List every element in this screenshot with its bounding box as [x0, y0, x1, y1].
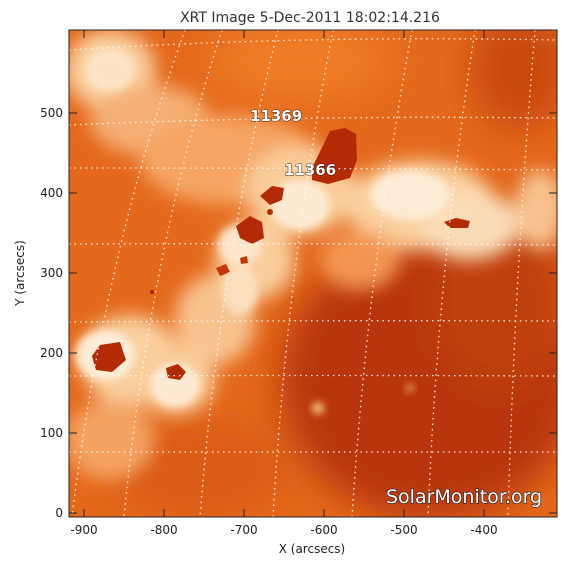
y-tick-label: 200: [40, 346, 63, 360]
x-tick-labels: -900 -800 -700 -600 -500 -400: [70, 523, 497, 537]
active-region-cores: [92, 128, 470, 380]
x-tick-label: -800: [150, 523, 177, 537]
solarmonitor-watermark: SolarMonitor.org: [386, 486, 542, 508]
y-tick-label: 500: [40, 106, 63, 120]
y-tick-label: 0: [55, 506, 63, 520]
y-tick-label: 300: [40, 266, 63, 280]
active-region-label-11369: 11369: [250, 107, 302, 125]
image-title: XRT Image 5-Dec-2011 18:02:14.216: [180, 10, 440, 26]
x-tick-label: -700: [230, 523, 257, 537]
x-axis-title: X (arcsecs): [279, 542, 346, 556]
x-tick-label: -600: [310, 523, 337, 537]
x-tick-label: -400: [470, 523, 497, 537]
active-region-label-11366: 11366: [284, 161, 336, 179]
y-tick-label: 100: [40, 426, 63, 440]
axis-ticks: [69, 30, 557, 517]
heliographic-grid: [69, 30, 557, 517]
y-tick-label: 400: [40, 186, 63, 200]
solar-xray-image: [69, 30, 557, 517]
y-tick-labels: 0 100 200 300 400 500: [40, 106, 63, 520]
x-tick-label: -900: [70, 523, 97, 537]
x-tick-label: -500: [390, 523, 417, 537]
y-axis-title: Y (arcsecs): [13, 240, 27, 307]
